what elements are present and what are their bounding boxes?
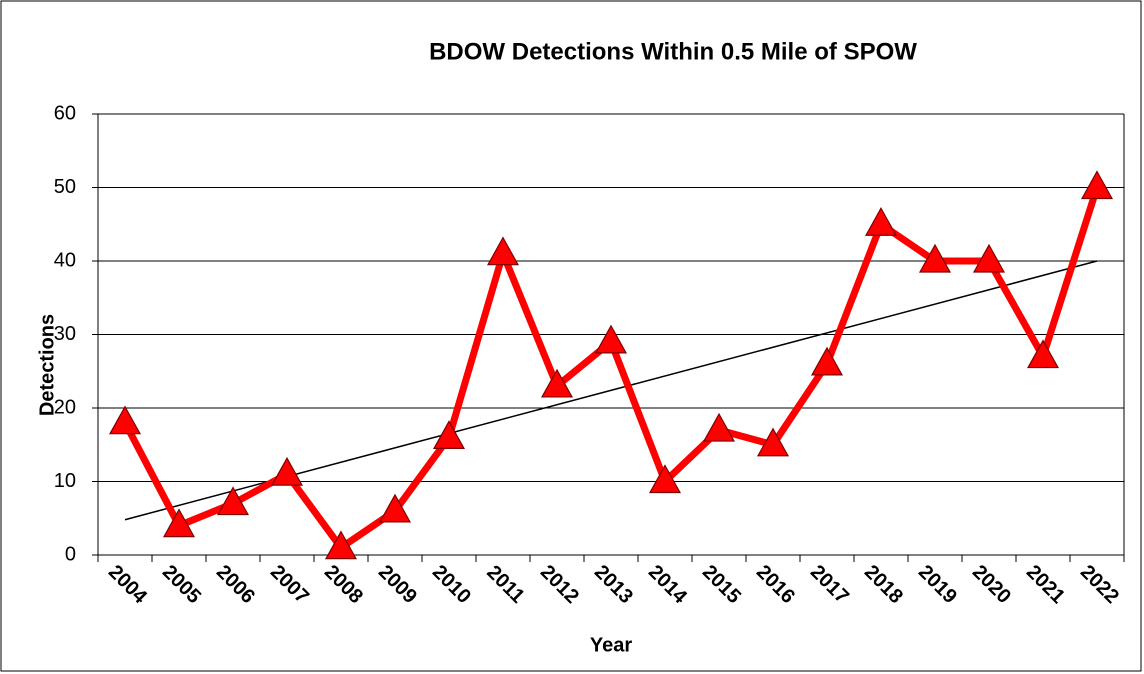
marker <box>432 420 466 449</box>
marker <box>1080 170 1114 200</box>
y-tick-label: 40 <box>54 249 76 271</box>
marker <box>810 346 844 376</box>
marker <box>486 236 520 266</box>
chart-title: BDOW Detections Within 0.5 Mile of SPOW <box>429 38 917 65</box>
y-tick-label: 60 <box>54 102 76 124</box>
y-axis-label: Detections <box>36 314 58 416</box>
marker <box>648 464 682 494</box>
marker <box>162 508 196 538</box>
marker <box>864 207 898 236</box>
marker <box>540 368 574 398</box>
marker <box>1026 339 1060 369</box>
marker <box>270 456 304 486</box>
marker <box>108 405 142 435</box>
marker <box>378 493 412 523</box>
y-tick-label: 20 <box>54 396 76 418</box>
y-tick-label: 30 <box>54 323 76 345</box>
y-tick-label: 50 <box>54 176 76 198</box>
marker <box>756 427 790 457</box>
marker <box>324 530 358 560</box>
marker <box>918 243 952 273</box>
marker <box>702 412 736 442</box>
x-axis-label: Year <box>590 634 632 656</box>
y-tick-label: 0 <box>65 543 76 565</box>
y-tick-label: 10 <box>54 470 76 492</box>
marker <box>594 324 628 354</box>
marker <box>972 243 1006 273</box>
marker <box>216 486 250 516</box>
